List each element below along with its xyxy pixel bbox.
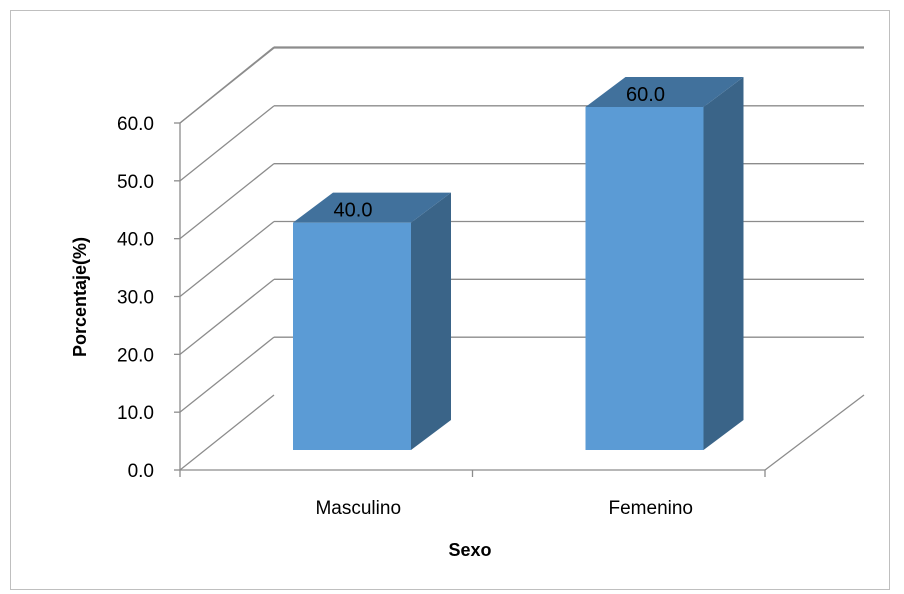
bar-front — [293, 222, 411, 450]
y-tick-label: 20.0 — [117, 345, 154, 366]
x-tick-label: Masculino — [315, 498, 401, 519]
y-tick-label: 30.0 — [117, 288, 154, 309]
bar-front — [585, 107, 704, 450]
side-wall-gridline — [179, 278, 275, 355]
y-tick-label: 60.0 — [117, 114, 154, 135]
x-tick-label: Femenino — [609, 498, 694, 519]
side-wall-gridline — [179, 220, 275, 298]
data-label: 40.0 — [334, 200, 373, 222]
side-wall-gridline — [179, 394, 275, 471]
data-label: 60.0 — [626, 84, 665, 106]
bar-femenino — [585, 77, 744, 450]
bar-masculino — [293, 192, 451, 450]
y-tick-label: 40.0 — [117, 230, 154, 251]
side-wall-gridline — [179, 163, 275, 240]
side-wall-gridline — [179, 105, 275, 182]
bar-top — [585, 77, 744, 107]
side-wall-gridline — [179, 46, 275, 124]
gridlines — [179, 46, 864, 471]
labels: 0.0 10.0 20.0 30.0 40.0 50.0 60.0 Masculino Feme… — [117, 84, 693, 519]
y-tick-label: 10.0 — [117, 403, 154, 424]
x-axis-title: Sexo — [448, 540, 491, 560]
side-wall-gridline — [179, 336, 275, 413]
y-tick-label: 0.0 — [128, 461, 154, 482]
bar-side — [703, 77, 744, 450]
y-axis-title: Porcentaje(%) — [70, 237, 90, 357]
floor-edge — [764, 394, 865, 471]
y-tick-label: 50.0 — [117, 172, 154, 193]
axes — [174, 122, 865, 477]
bar-side — [411, 192, 451, 450]
bar-top — [293, 192, 451, 223]
bars — [293, 77, 744, 450]
